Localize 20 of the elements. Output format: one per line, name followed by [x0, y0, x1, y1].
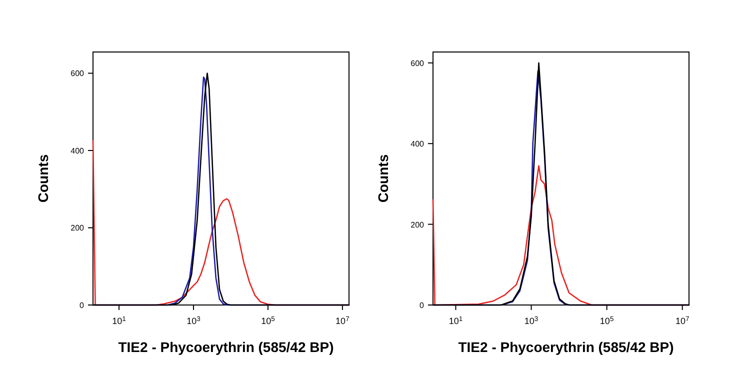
y-tick-label: 200 [410, 220, 425, 230]
x-axis-title: TIE2 - Phycoerythrin (585/42 BP) [118, 339, 334, 355]
y-tick-label: 400 [70, 146, 85, 156]
x-tick-label: 10$^{3}$ [524, 316, 538, 326]
x-tick-label: 10$^{3}$ [186, 316, 201, 326]
y-tick-label: 600 [70, 69, 85, 78]
x-tick-label: 10$^{1}$ [112, 316, 126, 326]
x-tick-label: 10$^{5}$ [261, 316, 276, 326]
x-tick-label: 10$^{7}$ [675, 316, 690, 326]
x-axis-title: TIE2 - Phycoerythrin (585/42 BP) [458, 339, 674, 355]
y-tick-label: 400 [410, 140, 425, 149]
x-tick-label: 10$^{7}$ [336, 316, 350, 326]
y-tick-label: 600 [410, 58, 425, 68]
y-axis-title: Counts [375, 154, 391, 203]
y-tick-label: 200 [70, 224, 85, 233]
y-tick-label: 0 [420, 301, 425, 310]
y-axis-title: Counts [35, 154, 51, 203]
x-tick-label: 10$^{1}$ [448, 316, 463, 326]
y-tick-label: 0 [80, 301, 85, 310]
x-tick-label: 10$^{5}$ [600, 316, 614, 326]
